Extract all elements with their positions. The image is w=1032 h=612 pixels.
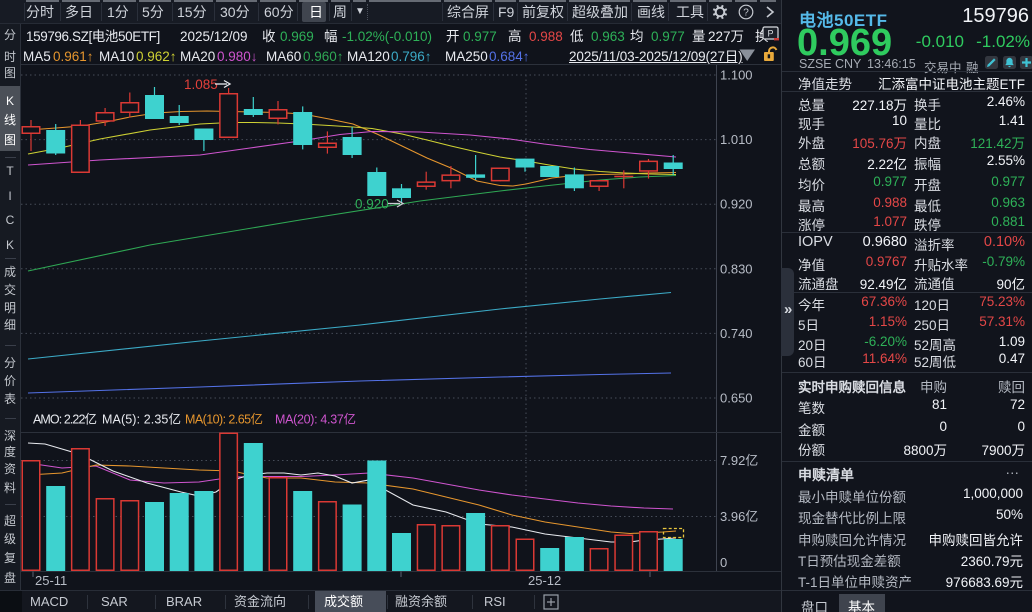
svg-text:7.92亿: 7.92亿	[720, 453, 758, 468]
svg-text:3.96亿: 3.96亿	[720, 509, 758, 524]
svg-text:1.010: 1.010	[720, 132, 753, 147]
svg-text:1.085: 1.085	[184, 77, 218, 92]
svg-text:?: ?	[743, 8, 749, 19]
svg-text:AMO: 2.22亿: AMO: 2.22亿	[33, 412, 97, 427]
svg-text:MA(20): 4.37亿: MA(20): 4.37亿	[275, 412, 356, 427]
svg-text:0: 0	[720, 555, 727, 570]
svg-text:MA(10): 2.65亿: MA(10): 2.65亿	[185, 412, 263, 427]
svg-text:P: P	[767, 29, 773, 39]
svg-text:0.650: 0.650	[720, 391, 753, 406]
svg-text:0.920: 0.920	[720, 197, 753, 212]
svg-text:0.920: 0.920	[355, 197, 389, 212]
svg-text:MA(5): 2.35亿: MA(5): 2.35亿	[102, 412, 181, 427]
svg-text:0.740: 0.740	[720, 326, 753, 341]
svg-text:0.830: 0.830	[720, 261, 753, 276]
svg-text:1.100: 1.100	[720, 68, 753, 83]
svg-text:25-12: 25-12	[528, 573, 561, 588]
svg-text:25-11: 25-11	[35, 573, 67, 588]
